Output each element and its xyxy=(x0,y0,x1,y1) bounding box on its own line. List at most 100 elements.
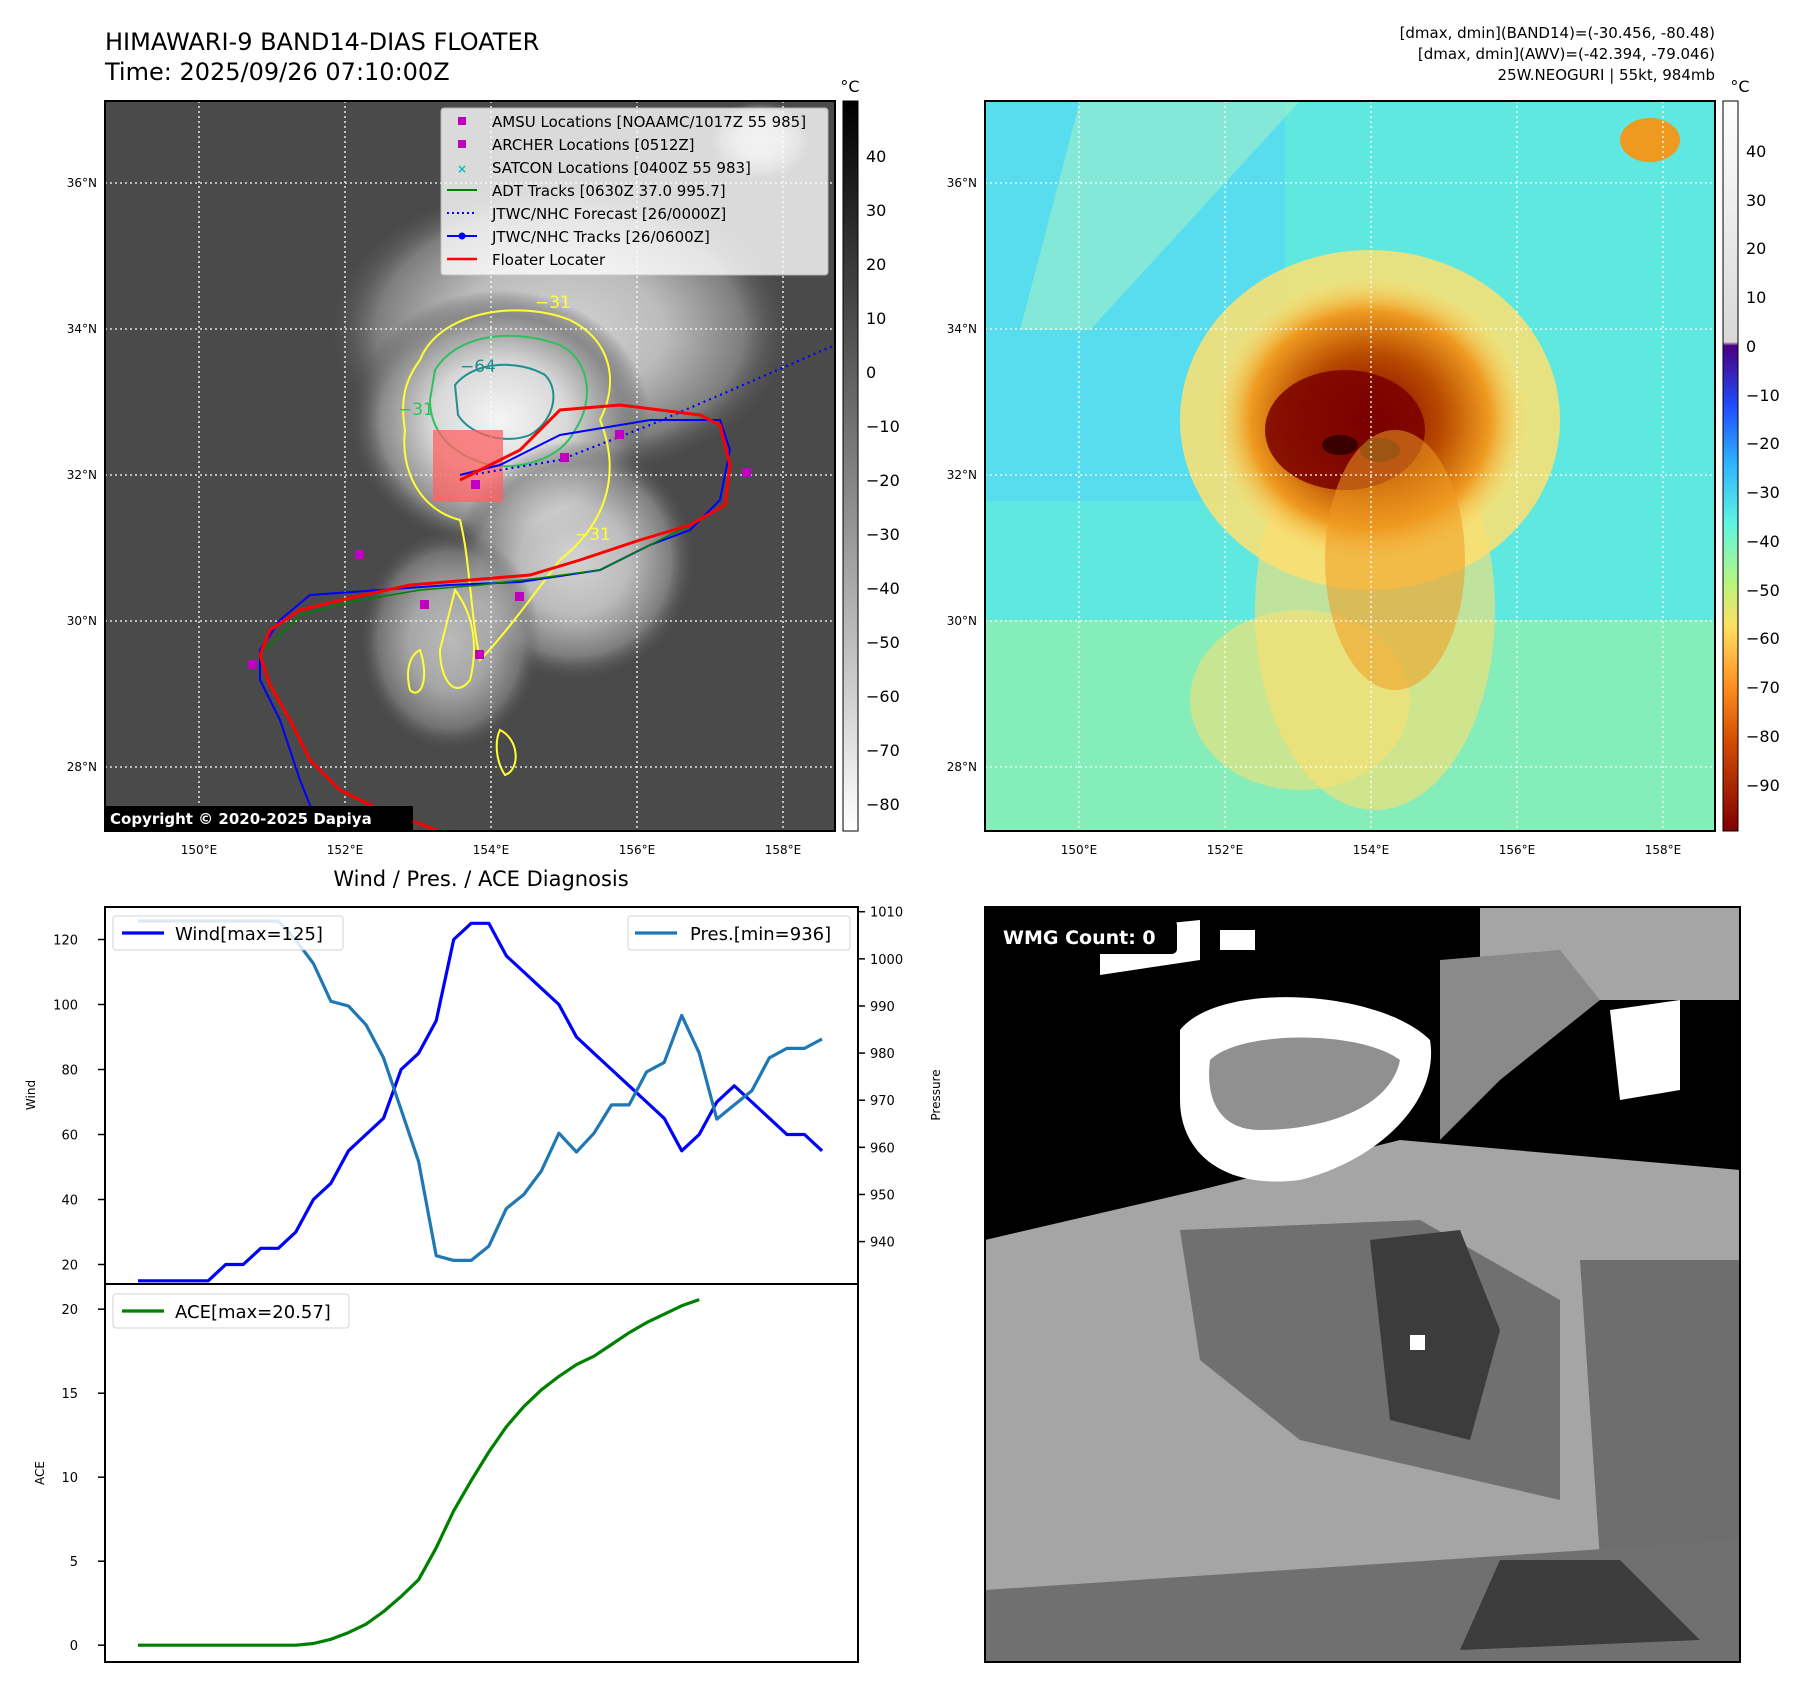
ir-colorbar-unit: °C xyxy=(840,77,859,96)
pressure-tick-label: 1000 xyxy=(870,953,903,968)
lat-tick: 36°N xyxy=(947,176,977,190)
lat-tick: 34°N xyxy=(947,322,977,336)
ace-tick-label: 15 xyxy=(61,1387,78,1402)
pressure-tick-label: 970 xyxy=(870,1094,895,1109)
legend-label: Floater Locater xyxy=(492,251,606,269)
lon-tick: 152°E xyxy=(327,843,364,857)
ace-axis-label: ACE xyxy=(33,1461,47,1485)
diagnosis-title: Wind / Pres. / ACE Diagnosis xyxy=(333,867,628,891)
wind-tick-label: 100 xyxy=(53,999,78,1014)
track-dot-icon xyxy=(458,232,466,240)
satcon-x-icon: × xyxy=(457,162,467,176)
enh-cb-tick: 20 xyxy=(1746,239,1766,258)
lat-tick: 28°N xyxy=(947,760,977,774)
ace-tick-label: 5 xyxy=(70,1555,78,1570)
legend-label: SATCON Locations [0400Z 55 983] xyxy=(492,159,751,177)
pressure-tick-label: 990 xyxy=(870,1000,895,1015)
figure-time: Time: 2025/09/26 07:10:00Z xyxy=(104,58,450,86)
enh-cb-tick: −90 xyxy=(1746,776,1780,795)
pressure-tick-label: 1010 xyxy=(870,906,903,921)
enh-map-lon-ticks: 150°E 152°E 154°E 156°E 158°E xyxy=(1061,843,1682,857)
wind-tick-label: 40 xyxy=(61,1194,78,1209)
ir-cb-tick: 0 xyxy=(866,363,876,382)
ir-cb-tick: −50 xyxy=(866,633,900,652)
ace-tick-label: 0 xyxy=(70,1639,78,1654)
figure-title: HIMAWARI-9 BAND14-DIAS FLOATER xyxy=(105,28,539,56)
lon-tick: 156°E xyxy=(1499,843,1536,857)
enh-cb-tick: −50 xyxy=(1746,581,1780,600)
enh-colorbar-unit: °C xyxy=(1730,77,1749,96)
ir-cb-tick: −20 xyxy=(866,471,900,490)
amsu-marker-icon xyxy=(458,117,466,125)
enh-cb-tick: −40 xyxy=(1746,532,1780,551)
contour-label-1: −31 xyxy=(535,293,571,313)
contour-label-2: −64 xyxy=(460,357,496,377)
stats-awv: [dmax, dmin](AWV)=(-42.394, -79.046) xyxy=(1418,45,1715,63)
wind-axis-label: Wind xyxy=(24,1080,38,1110)
ir-cb-tick: −40 xyxy=(866,579,900,598)
ir-cb-tick: 10 xyxy=(866,309,886,328)
enh-colorbar-ticks: 40 30 20 10 0 −10 −20 −30 −40 −50 −60 −7… xyxy=(1746,142,1780,795)
pressure-tick-label: 940 xyxy=(870,1236,895,1251)
ir-cb-tick: −10 xyxy=(866,417,900,436)
ir-cb-tick: 30 xyxy=(866,201,886,220)
enhanced-map-panel xyxy=(984,100,1716,832)
wind-tick-label: 60 xyxy=(61,1129,78,1144)
lon-tick: 156°E xyxy=(619,843,656,857)
ir-cb-tick: 20 xyxy=(866,255,886,274)
enh-cb-tick: −60 xyxy=(1746,629,1780,648)
enh-cb-tick: −70 xyxy=(1746,678,1780,697)
ir-map-lon-ticks: 150°E 152°E 154°E 156°E 158°E xyxy=(181,843,802,857)
enh-cb-tick: −30 xyxy=(1746,483,1780,502)
pressure-tick-label: 980 xyxy=(870,1047,895,1062)
pressure-tick-label: 950 xyxy=(870,1188,895,1203)
legend-label: JTWC/NHC Tracks [26/0600Z] xyxy=(491,228,710,246)
lat-tick: 28°N xyxy=(67,760,97,774)
ir-cb-tick: −80 xyxy=(866,795,900,814)
contour-label-3: −31 xyxy=(575,525,611,545)
lat-tick: 32°N xyxy=(947,468,977,482)
lat-tick: 32°N xyxy=(67,468,97,482)
pressure-legend-label: Pres.[min=936] xyxy=(690,924,831,945)
lon-tick: 152°E xyxy=(1207,843,1244,857)
pressure-tick-label: 960 xyxy=(870,1141,895,1156)
wmg-panel: WMG Count: 0 xyxy=(984,906,1741,1663)
lon-tick: 158°E xyxy=(1645,843,1682,857)
ir-cb-tick: −30 xyxy=(866,525,900,544)
wind-legend-label: Wind[max=125] xyxy=(175,924,323,945)
enh-cb-tick: −80 xyxy=(1746,727,1780,746)
ace-legend-label: ACE[max=20.57] xyxy=(175,1302,331,1323)
enh-cb-tick: 40 xyxy=(1746,142,1766,161)
lon-tick: 154°E xyxy=(1353,843,1390,857)
pressure-axis-ticks: 1010 1000 990 980 970 960 950 940 xyxy=(858,906,903,1251)
lon-tick: 150°E xyxy=(1061,843,1098,857)
legend-label: ARCHER Locations [0512Z] xyxy=(492,136,695,154)
ir-cb-tick: −70 xyxy=(866,741,900,760)
enh-map-lat-ticks: 36°N 34°N 32°N 30°N 28°N xyxy=(947,176,977,774)
ace-tick-label: 10 xyxy=(61,1471,78,1486)
wind-tick-label: 120 xyxy=(53,934,78,949)
lat-tick: 36°N xyxy=(67,176,97,190)
wind-tick-label: 20 xyxy=(61,1259,78,1274)
wind-axis-ticks: 120 100 80 60 40 20 xyxy=(53,934,105,1274)
ir-map-lat-ticks: 36°N 34°N 32°N 30°N 28°N xyxy=(67,176,97,774)
ace-tick-label: 20 xyxy=(61,1303,78,1318)
map-legend: AMSU Locations [NOAAMC/1017Z 55 985] ARC… xyxy=(440,107,829,276)
lat-tick: 30°N xyxy=(67,614,97,628)
enh-colorbar: °C 40 30 20 10 0 −10 −20 −30 −40 −50 −60… xyxy=(1722,77,1780,832)
copyright-text: Copyright © 2020-2025 Dapiya xyxy=(110,810,372,828)
ir-colorbar: °C 40 30 20 10 0 −10 −20 −30 −40 −50 −60… xyxy=(840,77,900,832)
lat-tick: 30°N xyxy=(947,614,977,628)
ir-cb-tick: 40 xyxy=(866,147,886,166)
pressure-axis-label: Pressure xyxy=(929,1069,943,1120)
ir-colorbar-ticks: 40 30 20 10 0 −10 −20 −30 −40 −50 −60 −7… xyxy=(866,147,900,814)
storm-info: 25W.NEOGURI | 55kt, 984mb xyxy=(1498,66,1715,84)
enh-cb-tick: 30 xyxy=(1746,191,1766,210)
lon-tick: 150°E xyxy=(181,843,218,857)
wind-series-line xyxy=(138,921,824,1283)
wind-pressure-chart: 120 100 80 60 40 20 1010 1000 990 980 970 960 950 94… xyxy=(24,906,943,1285)
ir-cb-tick: −60 xyxy=(866,687,900,706)
contour-label-4: −31 xyxy=(398,400,434,420)
stats-band14: [dmax, dmin](BAND14)=(-30.456, -80.48) xyxy=(1400,24,1715,42)
